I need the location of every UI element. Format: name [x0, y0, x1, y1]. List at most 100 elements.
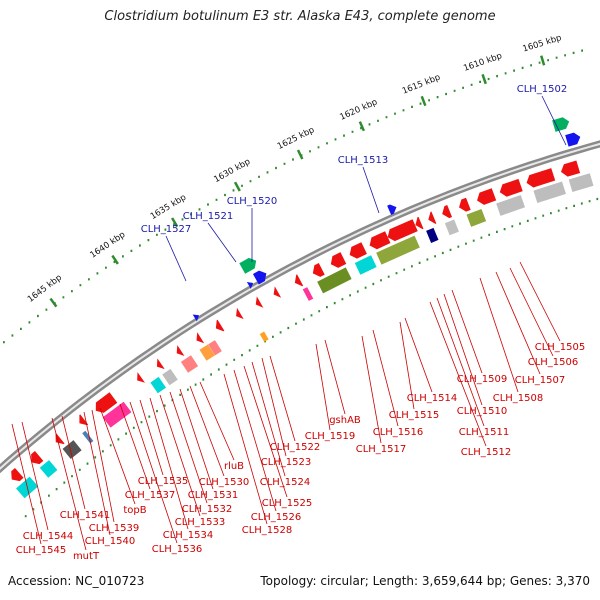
- reverse-gene-box: [533, 181, 566, 204]
- ruler-label: 1625 kbp: [276, 125, 316, 152]
- reverse-gene-label: CLH_1535: [138, 476, 189, 487]
- reverse-gene: [137, 372, 145, 383]
- ruler-tick: [171, 217, 179, 228]
- reverse-gene-shape: [312, 263, 325, 277]
- forward-gene-label: CLH_1502: [517, 84, 568, 95]
- forward-gene: [246, 281, 254, 289]
- reverse-leader-line: [91, 409, 115, 523]
- reverse-gene-box: [62, 440, 82, 460]
- reverse-gene-box: [466, 208, 487, 227]
- ruler-tick: [233, 181, 241, 192]
- reverse-gene-label: CLH_1522: [270, 442, 321, 453]
- reverse-leader-line: [269, 355, 296, 442]
- reverse-leader-line: [451, 289, 483, 374]
- reverse-gene-shape: [176, 345, 185, 356]
- reverse-gene-box: [180, 355, 199, 373]
- reverse-gene-box: [317, 267, 352, 294]
- reverse-gene-label: CLH_1545: [16, 545, 67, 556]
- reverse-gene: [236, 307, 244, 320]
- reverse-gene-shape: [415, 216, 424, 230]
- reverse-gene: [176, 345, 185, 356]
- forward-gene-label: CLH_1527: [141, 224, 192, 235]
- reverse-leader-line: [179, 388, 214, 490]
- reverse-gene-shape: [330, 252, 347, 268]
- reverse-gene: [387, 219, 418, 242]
- reverse-leader-line: [429, 301, 487, 447]
- reverse-gene: [560, 160, 581, 177]
- reverse-leader-line: [99, 407, 136, 505]
- reverse-gene-box-shape: [354, 255, 377, 275]
- reverse-leader-line: [324, 339, 346, 415]
- forward-gene: [192, 314, 200, 322]
- reverse-leader-line: [223, 373, 268, 525]
- reverse-gene-shape: [459, 197, 471, 212]
- reverse-gene-box: [496, 194, 526, 216]
- reverse-gene: [294, 274, 304, 287]
- forward-gene: [552, 117, 570, 132]
- reverse-gene-box-shape: [496, 194, 526, 216]
- reverse-gene: [255, 296, 264, 308]
- reverse-gene-box-shape: [533, 181, 566, 204]
- reverse-gene-shape: [477, 188, 497, 205]
- reverse-gene-shape: [215, 319, 225, 332]
- reverse-gene-shape: [369, 231, 391, 250]
- ruler-label: 1615 kbp: [401, 73, 442, 97]
- reverse-gene-shape: [428, 211, 437, 224]
- reverse-gene-box: [39, 460, 58, 478]
- ruler-label: 1610 kbp: [462, 51, 503, 74]
- ruler-tick: [481, 73, 487, 85]
- reverse-gene-label: CLH_1530: [199, 477, 250, 488]
- reverse-gene-box-shape: [62, 440, 82, 460]
- reverse-gene-box: [150, 376, 167, 394]
- reverse-gene-label: CLH_1533: [175, 517, 226, 528]
- ruler-label: 1620 kbp: [338, 97, 379, 122]
- reverse-leader-line: [169, 391, 208, 504]
- reverse-gene-shape: [137, 372, 145, 383]
- reverse-leader-line: [443, 293, 483, 406]
- reverse-gene-box: [568, 173, 594, 192]
- inner-ruler-dots: [24, 197, 599, 518]
- reverse-gene-label: CLH_1528: [242, 525, 293, 536]
- reverse-leader-line: [251, 361, 286, 477]
- forward-gene: [387, 204, 397, 215]
- reverse-gene-label: topB: [123, 505, 146, 516]
- reverse-gene: [477, 188, 497, 205]
- reverse-leader-line: [315, 343, 331, 431]
- reverse-gene-box: [354, 255, 377, 275]
- genome-summary-text: Topology: circular; Length: 3,659,644 bp…: [260, 574, 590, 588]
- reverse-leader-line: [361, 335, 382, 444]
- reverse-leader-line: [519, 261, 561, 342]
- reverse-leader-line: [233, 369, 277, 512]
- reverse-gene-label: CLH_1510: [457, 406, 508, 417]
- forward-gene: [239, 257, 257, 274]
- reverse-gene-box-shape: [568, 173, 594, 192]
- reverse-gene: [428, 211, 437, 224]
- reverse-gene-box: [208, 340, 222, 356]
- reverse-leader-line: [139, 399, 164, 476]
- forward-gene-shape: [552, 117, 570, 132]
- forward-leader-line: [165, 235, 187, 282]
- reverse-leader-line: [21, 421, 49, 531]
- reverse-gene-shape: [349, 242, 367, 259]
- forward-gene-shape: [239, 257, 257, 274]
- reverse-gene-label: CLH_1544: [23, 531, 74, 542]
- reverse-gene-box-shape: [317, 267, 352, 294]
- reverse-gene-label: CLH_1532: [182, 504, 233, 515]
- reverse-leader-line: [399, 321, 415, 410]
- reverse-gene-shape: [560, 160, 581, 177]
- reverse-gene-label: CLH_1514: [407, 393, 458, 404]
- reverse-gene-label: CLH_1531: [188, 490, 239, 501]
- reverse-gene: [215, 319, 225, 332]
- reverse-gene-label: CLH_1509: [457, 374, 508, 385]
- genome-title: Clostridium botulinum E3 str. Alaska E43…: [104, 9, 496, 24]
- reverse-gene-label: CLH_1541: [60, 510, 111, 521]
- reverse-gene: [349, 242, 367, 259]
- reverse-gene: [499, 178, 523, 197]
- ruler-tick: [358, 121, 365, 132]
- reverse-gene-shape: [273, 286, 282, 298]
- ruler-label: 1630 kbp: [212, 157, 252, 185]
- reverse-gene-label: CLH_1512: [461, 447, 512, 458]
- genome-backbone-highlight: [0, 142, 600, 470]
- ruler-tick: [111, 254, 119, 265]
